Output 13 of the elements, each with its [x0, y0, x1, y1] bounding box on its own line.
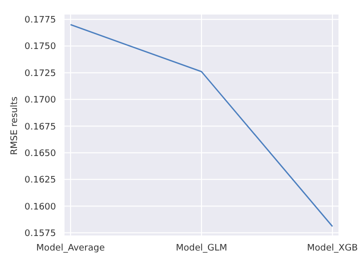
x-tick-label: Model_XGB — [307, 243, 358, 254]
y-axis-title: RMSE results — [10, 96, 20, 155]
y-tick-label: 0.1650 — [24, 148, 56, 159]
y-tick-label: 0.1675 — [24, 122, 56, 132]
x-tick-label: Model_GLM — [176, 243, 228, 254]
y-tick-label: 0.1750 — [24, 42, 56, 52]
y-tick-label: 0.1725 — [24, 68, 56, 79]
y-tick-label: 0.1625 — [24, 176, 56, 186]
x-tick-label: Model_Average — [36, 243, 106, 254]
y-tick-label: 0.1775 — [24, 16, 56, 26]
y-tick-label: 0.1600 — [24, 202, 56, 212]
y-tick-label: 0.1575 — [24, 228, 56, 239]
y-tick-label: 0.1700 — [24, 96, 56, 106]
